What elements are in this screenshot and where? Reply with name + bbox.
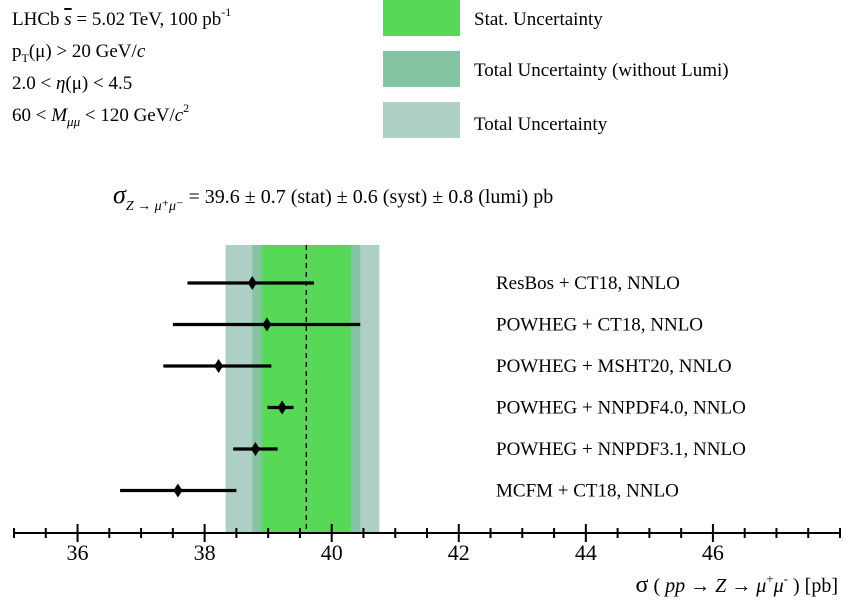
tick-label-36: 36 xyxy=(67,540,89,565)
uncertainty-bands xyxy=(225,245,380,533)
legend-swatch-total xyxy=(383,102,460,138)
measurement-result: σZ → μ⁺μ⁻ = 39.6 ± 0.7 (stat) ± 0.6 (sys… xyxy=(113,180,553,214)
info-line-pt-cut: pT(μ) > 20 GeV/c xyxy=(12,41,146,65)
tick-label-44: 44 xyxy=(575,540,597,565)
legend-label-total: Total Uncertainty xyxy=(474,114,608,135)
diamond-marker xyxy=(247,276,257,290)
prediction-label-6: MCFM + CT18, NNLO xyxy=(496,481,679,502)
tick-label-38: 38 xyxy=(194,540,216,565)
prediction-points xyxy=(120,276,361,498)
prediction-label-2: POWHEG + CT18, NNLO xyxy=(496,315,703,336)
tick-label-42: 42 xyxy=(448,540,470,565)
prediction-point-6 xyxy=(120,483,237,498)
legend-label-total-no-lumi: Total Uncertainty (without Lumi) xyxy=(474,60,729,81)
x-axis-tick-labels: 36 38 40 42 44 46 xyxy=(67,540,724,565)
prediction-label-1: ResBos + CT18, NNLO xyxy=(496,273,680,294)
prediction-point-1 xyxy=(187,276,314,290)
x-axis: 36 38 40 42 44 46 xyxy=(13,524,841,565)
diamond-marker xyxy=(250,442,260,456)
info-line-experiment: LHCb s = 5.02 TeV, 100 pb-1 xyxy=(12,5,231,30)
prediction-labels: ResBos + CT18, NNLO POWHEG + CT18, NNLO PO… xyxy=(496,273,746,502)
prediction-point-2 xyxy=(172,317,361,332)
diamond-marker xyxy=(262,317,272,332)
diamond-marker xyxy=(277,400,287,415)
diamond-marker xyxy=(214,359,224,373)
prediction-label-5: POWHEG + NNPDF3.1, NNLO xyxy=(496,439,746,460)
prediction-point-4 xyxy=(267,400,294,415)
info-block: LHCb s = 5.02 TeV, 100 pb-1 pT(μ) > 20 G… xyxy=(12,5,231,129)
info-line-eta-cut: 2.0 < η(μ) < 4.5 xyxy=(12,73,132,94)
prediction-label-3: POWHEG + MSHT20, NNLO xyxy=(496,356,732,377)
legend: Stat. Uncertainty Total Uncertainty (wit… xyxy=(383,0,729,138)
tick-label-46: 46 xyxy=(702,540,724,565)
tick-label-40: 40 xyxy=(321,540,343,565)
prediction-label-4: POWHEG + NNPDF4.0, NNLO xyxy=(496,398,746,419)
prediction-point-3 xyxy=(163,359,272,373)
legend-swatch-total-no-lumi xyxy=(383,51,460,87)
legend-swatch-stat xyxy=(383,0,460,36)
x-axis-ticks xyxy=(13,524,841,542)
legend-label-stat: Stat. Uncertainty xyxy=(474,9,603,30)
prediction-point-5 xyxy=(233,442,278,456)
info-line-mass-cut: 60 < Mμμ < 120 GeV/c2 xyxy=(12,101,189,129)
diamond-marker xyxy=(173,483,183,498)
x-axis-title: σ ( pp → Z → μ+μ- ) [pb] xyxy=(636,571,839,598)
